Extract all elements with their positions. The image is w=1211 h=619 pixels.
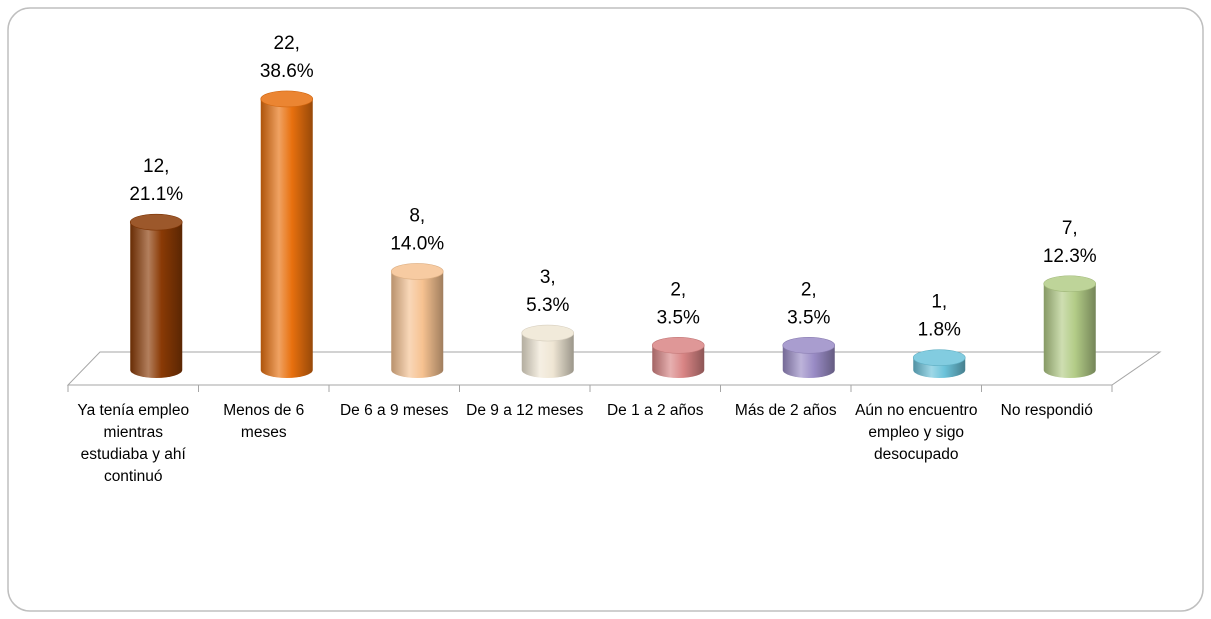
data-label-line: 5.3% bbox=[526, 295, 569, 316]
frame bbox=[7, 7, 1204, 612]
data-label-line: 21.1% bbox=[129, 184, 183, 205]
bar-top bbox=[1043, 275, 1097, 293]
data-label: 22, 38.6% bbox=[260, 33, 314, 82]
x-tick-label: Menos de 6 meses bbox=[223, 402, 305, 441]
bar bbox=[130, 222, 183, 378]
data-label-line: 2, bbox=[801, 279, 817, 300]
x-tick-label: De 1 a 2 años bbox=[606, 402, 704, 419]
data-label-line: 3, bbox=[540, 267, 556, 288]
bar bbox=[1043, 283, 1096, 378]
data-label: 2, 3.5% bbox=[657, 279, 700, 328]
data-label: 8, 14.0% bbox=[390, 205, 444, 254]
data-label: 12, 21.1% bbox=[129, 156, 183, 205]
data-label-line: 38.6% bbox=[260, 61, 314, 82]
bar-top bbox=[390, 263, 444, 280]
x-tick-label: De 6 a 9 meses bbox=[339, 402, 449, 419]
bar bbox=[521, 333, 574, 378]
data-label-line: 7, bbox=[1062, 218, 1078, 239]
x-tick-label: Más de 2 años bbox=[734, 402, 837, 419]
x-tick-label: No respondió bbox=[1000, 402, 1093, 419]
x-tick-label: Ya tenía empleo mientras estudiaba y ahí… bbox=[77, 402, 190, 485]
bar bbox=[652, 345, 705, 378]
data-label-line: 12, bbox=[143, 156, 169, 177]
bar bbox=[260, 98, 313, 379]
bar-top bbox=[129, 213, 183, 231]
data-label-line: 2, bbox=[670, 279, 686, 300]
data-label: 3, 5.3% bbox=[526, 267, 569, 316]
data-label: 2, 3.5% bbox=[787, 279, 830, 328]
data-label-line: 14.0% bbox=[390, 233, 444, 254]
data-label-line: 8, bbox=[409, 205, 425, 226]
bar bbox=[782, 345, 835, 378]
data-label: 7, 12.3% bbox=[1043, 218, 1097, 267]
data-label-line: 3.5% bbox=[657, 307, 700, 328]
data-label: 1, 1.8% bbox=[918, 292, 961, 341]
data-label-line: 3.5% bbox=[787, 307, 830, 328]
bar-top bbox=[912, 349, 966, 366]
x-tick-label: De 9 a 12 meses bbox=[466, 402, 584, 419]
data-label-line: 1.8% bbox=[918, 320, 961, 341]
bar-top bbox=[651, 337, 705, 354]
bar-top bbox=[260, 90, 314, 108]
data-label-line: 22, bbox=[274, 33, 300, 54]
bar-top bbox=[521, 324, 575, 342]
x-tick-label: Aún no encuentro empleo y sigo desocupad… bbox=[855, 402, 978, 463]
bar-top bbox=[782, 337, 836, 354]
bar bbox=[391, 271, 444, 378]
data-label-line: 1, bbox=[931, 292, 947, 313]
floor bbox=[66, 351, 1162, 386]
data-label-line: 12.3% bbox=[1043, 246, 1097, 267]
